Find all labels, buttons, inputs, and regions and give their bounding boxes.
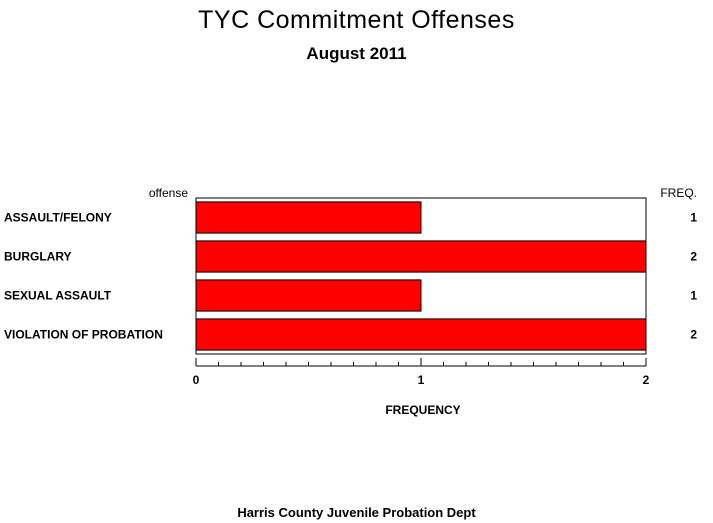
category-axis-header: offense (149, 186, 188, 200)
freq-column-header: FREQ. (660, 186, 697, 200)
freq-value: 2 (690, 328, 697, 342)
category-label: BURGLARY (4, 250, 72, 264)
category-label: ASSAULT/FELONY (4, 211, 112, 225)
plot-frame (195, 197, 647, 355)
category-label: SEXUAL ASSAULT (4, 289, 112, 303)
bar-sexual-assault (195, 279, 422, 312)
footer-source: Harris County Juvenile Probation Dept (237, 505, 476, 520)
x-tick-label: 1 (418, 373, 425, 387)
bar-violation-of-probation (195, 318, 647, 351)
freq-value: 1 (690, 289, 697, 303)
bar-assault-felony (195, 201, 422, 234)
chart-title: TYC Commitment Offenses (198, 6, 515, 34)
chart-subtitle: August 2011 (306, 44, 407, 63)
category-label: VIOLATION OF PROBATION (4, 328, 163, 342)
freq-value: 1 (690, 211, 697, 225)
x-tick-label: 0 (193, 373, 200, 387)
x-tick-label: 2 (643, 373, 650, 387)
x-axis-label: FREQUENCY (385, 403, 460, 417)
bar-burglary (195, 240, 647, 273)
freq-value: 2 (690, 250, 697, 264)
